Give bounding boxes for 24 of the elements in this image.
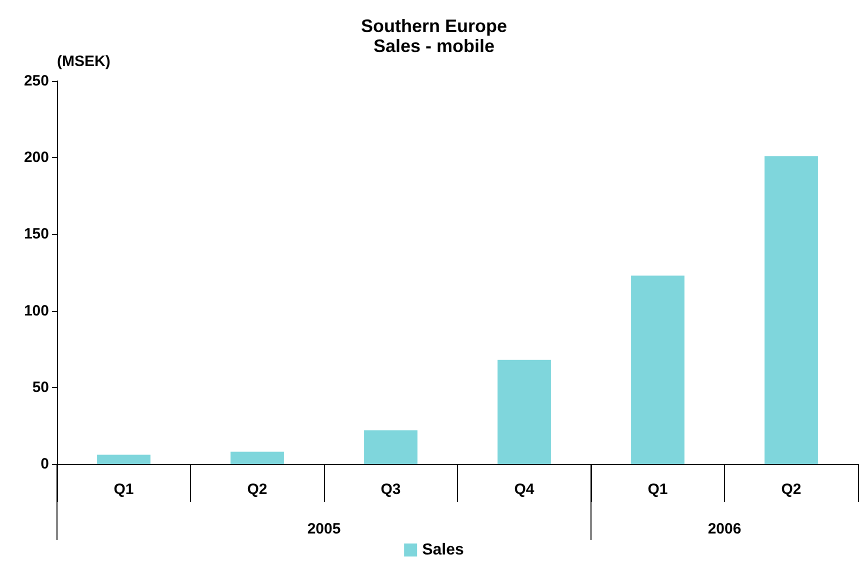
text: 2005 [307, 520, 341, 538]
chart-title: Southern Europe [360, 16, 508, 36]
x-tick-label: Q1 [114, 481, 134, 498]
legend-label: Sales [422, 542, 464, 558]
y-tick-label: 250 [24, 72, 49, 90]
bar [364, 430, 418, 464]
x-tick-label: Q4 [514, 481, 535, 498]
chart-subtitle: Sales - mobile [373, 36, 495, 56]
x-tick-label: Q2 [781, 481, 802, 498]
bar [97, 454, 150, 464]
y-tick-label: 50 [32, 378, 49, 396]
bar [764, 156, 818, 464]
y-axis-title: (MSEK) [57, 53, 110, 70]
bar [230, 452, 284, 464]
x-tick-label: Q1 [648, 481, 668, 498]
bar [498, 360, 551, 464]
text: 2006 [708, 520, 742, 538]
bar [631, 276, 684, 464]
y-tick-label: 150 [24, 226, 49, 243]
y-tick-label: 200 [24, 149, 49, 166]
y-tick-label: 100 [24, 302, 49, 320]
x-tick-label: Q3 [380, 481, 401, 498]
x-tick-label: Q2 [247, 481, 268, 498]
y-tick-label: 0 [40, 456, 49, 472]
